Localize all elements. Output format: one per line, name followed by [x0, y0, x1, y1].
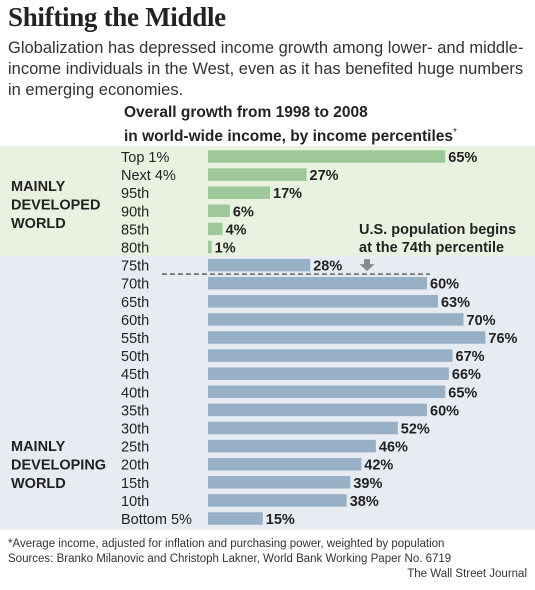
value-label: 63% [441, 295, 470, 311]
region-label-line: WORLD [11, 476, 66, 492]
chart-title-line1: Overall growth from 1998 to 2008 [124, 104, 368, 121]
bar [208, 276, 427, 290]
developed-region-band [0, 146, 535, 257]
category-label: 60th [121, 313, 149, 329]
value-label: 39% [353, 476, 382, 492]
value-label: 66% [452, 367, 481, 383]
region-label-line: DEVELOPED [11, 198, 100, 214]
annotation-line: U.S. population begins [359, 222, 516, 238]
value-label: 15% [266, 512, 295, 528]
page-title: Shifting the Middle [8, 2, 226, 32]
bar [208, 186, 271, 199]
developed-region-label: MAINLY DEVELOPED WORLD [11, 179, 100, 232]
bar [208, 403, 427, 417]
developing-region-label: MAINLY DEVELOPING WORLD [11, 439, 106, 492]
value-label: 4% [226, 222, 247, 238]
value-label: 46% [379, 440, 408, 456]
category-label: 35th [121, 403, 149, 419]
bar [208, 168, 307, 181]
value-label: 65% [448, 385, 477, 401]
bar [208, 349, 453, 362]
bar [208, 240, 212, 254]
category-label: 30th [121, 422, 149, 438]
footnote: *Average income, adjusted for inflation … [8, 538, 445, 550]
category-label: Bottom 5% [121, 512, 192, 528]
chart-title: Overall growth from 1998 to 2008 in worl… [124, 103, 534, 147]
value-label: 65% [448, 150, 477, 166]
category-label: 90th [121, 204, 149, 220]
category-label: 85th [121, 222, 149, 238]
page-subtitle: Globalization has depressed income growt… [8, 39, 524, 99]
category-label: 75th [121, 259, 149, 275]
publisher-credit: The Wall Street Journal [407, 568, 527, 580]
category-label: Top 1% [121, 150, 169, 166]
category-label: 50th [121, 349, 149, 365]
value-label: 52% [401, 422, 430, 438]
value-label: 42% [364, 458, 393, 474]
bar [208, 331, 486, 344]
category-label: 55th [121, 331, 149, 347]
us-population-annotation: U.S. population begins at the 74th percen… [359, 222, 516, 256]
category-label: 40th [121, 385, 149, 401]
value-label: 1% [215, 241, 236, 257]
region-label-line: MAINLY [11, 439, 66, 455]
chart-title-line2: in world-wide income, by income percenti… [124, 128, 454, 146]
category-label: 95th [121, 186, 149, 202]
footnote-marker: * [453, 127, 457, 138]
bar [208, 258, 311, 272]
bar [208, 150, 446, 163]
chart-title-line2-wrap: in world-wide income, by income percenti… [124, 123, 534, 147]
bar [208, 222, 223, 236]
bar [208, 476, 351, 489]
value-label: 70% [467, 313, 496, 329]
bar [208, 313, 464, 326]
category-label: 45th [121, 367, 149, 383]
value-label: 60% [430, 277, 459, 293]
bar [208, 367, 449, 380]
value-label: 60% [430, 403, 459, 419]
region-label-line: DEVELOPING [11, 458, 106, 474]
category-label: 20th [121, 458, 149, 474]
region-label-line: WORLD [11, 216, 66, 232]
value-label: 6% [233, 204, 254, 220]
category-label: 70th [121, 277, 149, 293]
value-label: 76% [488, 331, 517, 347]
category-label: 10th [121, 494, 149, 510]
category-label: Next 4% [121, 168, 176, 184]
value-label: 27% [310, 168, 339, 184]
value-label: 17% [273, 186, 302, 202]
down-arrow-icon [359, 259, 375, 272]
region-label-line: MAINLY [11, 179, 66, 195]
annotation-line: at the 74th percentile [359, 240, 504, 256]
value-label: 38% [350, 494, 379, 510]
bar [208, 494, 347, 507]
value-label: 28% [313, 259, 342, 275]
bar [208, 204, 230, 218]
bar [208, 512, 263, 525]
category-label: 65th [121, 295, 149, 311]
category-label: 25th [121, 440, 149, 456]
bar [208, 421, 398, 435]
bar [208, 295, 438, 308]
sources: Sources: Branko Milanovic and Christoph … [8, 553, 452, 565]
bar [208, 439, 376, 453]
category-label: 15th [121, 476, 149, 492]
category-label: 80th [121, 241, 149, 257]
value-label: 67% [456, 349, 485, 365]
bars-group: Top 1% 65% Next 4% 27% 95th 17% 90th 6% 85th 4% 80… [121, 150, 518, 528]
bar [208, 385, 446, 399]
bar [208, 457, 362, 471]
